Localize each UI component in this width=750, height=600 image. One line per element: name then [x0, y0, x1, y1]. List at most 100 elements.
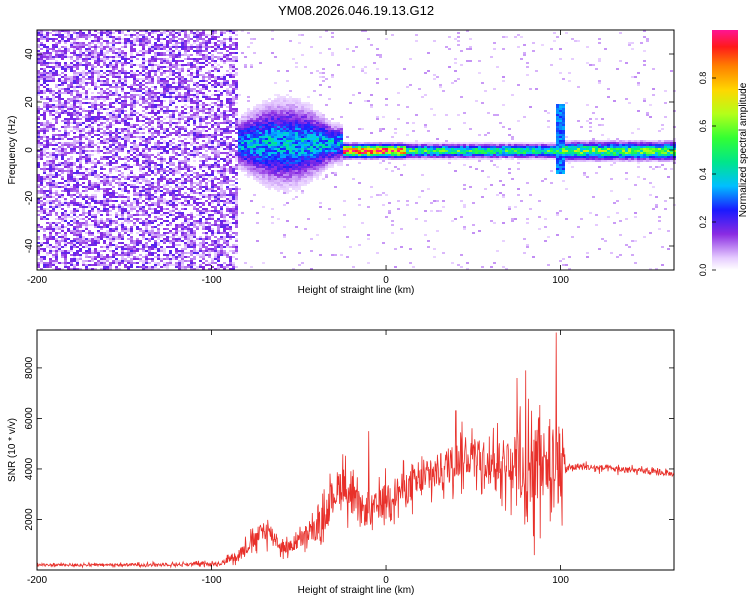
spectrogram-cell [91, 52, 94, 54]
spectrogram-cell [40, 128, 43, 130]
spectrogram-cell [130, 118, 133, 120]
spectrogram-cell [175, 56, 178, 58]
spectrogram-cell [121, 136, 124, 138]
spectrogram-cell [199, 100, 202, 102]
spectrogram-cell [121, 104, 124, 106]
spectrogram-cell [196, 174, 199, 176]
spectrogram-cell [115, 244, 118, 246]
spectrogram-cell [193, 88, 196, 90]
spectrogram-cell [217, 200, 220, 202]
spectrogram-cell [55, 256, 58, 258]
spectrogram-cell [136, 150, 139, 152]
spectrogram-cell [88, 144, 91, 146]
spectrogram-cell [103, 184, 106, 186]
spectrogram-cell [178, 112, 181, 114]
spectrogram-cell [199, 70, 202, 72]
spectrogram-cell [214, 60, 217, 62]
spectrogram-cell [211, 54, 214, 56]
spectrogram-cell [220, 182, 223, 184]
spectrogram-cell [106, 202, 109, 204]
spectrogram-cell [205, 188, 208, 190]
spectrogram-cell [97, 114, 100, 116]
spectrogram-cell [106, 264, 109, 266]
spectrogram-cell [130, 176, 133, 178]
spectrogram-cell [133, 96, 136, 98]
spectrogram-cell [106, 254, 109, 256]
spectrogram-cell [37, 40, 40, 42]
spectrogram-cell [103, 268, 106, 270]
spectrogram-cell [205, 242, 208, 244]
spectrogram-cell [229, 74, 232, 76]
spectrogram-cell [226, 54, 229, 56]
spectrogram-cell [220, 208, 223, 210]
spectrogram-cell [145, 172, 148, 174]
spectrogram-cell [103, 134, 106, 136]
spectrogram-cell [172, 162, 175, 164]
spectrogram-cell [64, 204, 67, 206]
spectrogram-cell [217, 44, 220, 46]
spectrogram-cell [82, 110, 85, 112]
spectrogram-cell [88, 36, 91, 38]
spectrogram-cell [121, 174, 124, 176]
spectrogram-cell [82, 64, 85, 66]
spectrogram-cell [106, 66, 109, 68]
spectrogram-cell [124, 128, 127, 130]
spectrogram-cell [214, 46, 217, 48]
spectrogram-cell [55, 60, 58, 62]
spectrogram-cell [187, 90, 190, 92]
spectrogram-cell [100, 116, 103, 118]
spectrogram-cell [127, 116, 130, 118]
spectrogram-cell [46, 182, 49, 184]
spectrogram-cell [55, 34, 58, 36]
spectrogram-cell [217, 266, 220, 268]
spectrogram-cell [217, 246, 220, 248]
spectrogram-cell [85, 78, 88, 80]
spectrogram-cell [49, 222, 52, 224]
spectrogram-cell [205, 160, 208, 162]
spectrogram-cell [202, 254, 205, 256]
spectrogram-cell [214, 124, 217, 126]
spectrogram-cell [211, 140, 214, 142]
spectrogram-cell [112, 204, 115, 206]
spectrogram-cell [94, 82, 97, 84]
spectrogram-cell [211, 30, 214, 32]
spectrogram-cell [229, 84, 232, 86]
spectrogram-cell [217, 142, 220, 144]
spectrogram-cell [61, 126, 64, 128]
spectrogram-cell [133, 40, 136, 42]
spectrogram-cell [190, 222, 193, 224]
spectrogram-cell [70, 38, 73, 40]
spectrogram-cell [100, 84, 103, 86]
spectrogram-cell [109, 230, 112, 232]
spectrogram-cell [58, 100, 61, 102]
spectrogram-cell [223, 242, 226, 244]
spectrogram-cell [97, 208, 100, 210]
spectrogram-cell [196, 112, 199, 114]
spectrogram-cell [226, 232, 229, 234]
spectrogram-cell [208, 236, 211, 238]
spectrogram-cell [133, 148, 136, 150]
spectrogram-cell [184, 266, 187, 268]
spectrogram-cell [121, 118, 124, 120]
spectrogram-cell [166, 54, 169, 56]
spectrogram-cell [115, 160, 118, 162]
spectrogram-cell [100, 260, 103, 262]
spectrogram-cell [202, 92, 205, 94]
spectrogram-cell [91, 206, 94, 208]
spectrogram-cell [64, 124, 67, 126]
spectrogram-cell [172, 254, 175, 256]
spectrogram-cell [79, 58, 82, 60]
spectrogram-cell [97, 178, 100, 180]
spectrogram-cell [73, 66, 76, 68]
spectrogram-cell [193, 82, 196, 84]
spectrogram-cell [79, 140, 82, 142]
spectrogram-cell [226, 128, 229, 130]
spectrogram-cell [103, 146, 106, 148]
spectrogram-cell [79, 166, 82, 168]
spectrogram-cell [223, 142, 226, 144]
spectrogram-cell [61, 138, 64, 140]
spectrogram-cell [85, 202, 88, 204]
spectrogram-cell [202, 116, 205, 118]
spectrogram-cell [202, 226, 205, 228]
spectrogram-cell [193, 202, 196, 204]
